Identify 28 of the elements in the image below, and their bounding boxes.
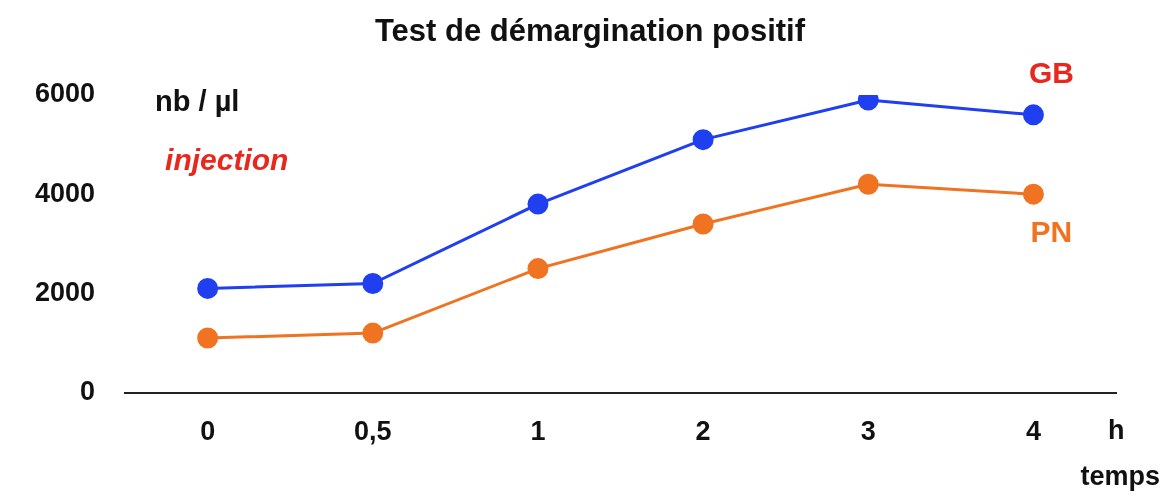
x-tick-label: 0,5 bbox=[354, 416, 392, 447]
point bbox=[197, 277, 219, 299]
y-tick-label: 4000 bbox=[34, 177, 96, 208]
point bbox=[527, 193, 549, 215]
point bbox=[1022, 104, 1044, 126]
x-tick-label: 3 bbox=[860, 416, 876, 447]
series-label: GB bbox=[1028, 56, 1074, 90]
point bbox=[1022, 183, 1044, 205]
y-tick-label: 6000 bbox=[34, 78, 96, 109]
y-tick-label: 0 bbox=[80, 376, 96, 407]
annotation: injection bbox=[165, 143, 289, 177]
point bbox=[857, 173, 879, 195]
x-axis-title: temps bbox=[1080, 461, 1160, 492]
x-tick-label: 4 bbox=[1025, 416, 1041, 447]
point bbox=[197, 327, 219, 349]
point bbox=[527, 258, 549, 280]
text: h bbox=[1108, 415, 1125, 446]
series-label: PN bbox=[1030, 215, 1073, 249]
x-tick-label: 2 bbox=[695, 416, 711, 447]
y-axis-title: nb / µl bbox=[155, 85, 240, 117]
chart-title: Test de démargination positif bbox=[374, 12, 806, 48]
point bbox=[362, 272, 384, 294]
y-tick-label: 2000 bbox=[34, 276, 96, 307]
point bbox=[362, 322, 384, 344]
point bbox=[692, 213, 714, 235]
point bbox=[692, 129, 714, 151]
x-tick-label: 1 bbox=[530, 416, 546, 447]
x-tick-label: 0 bbox=[200, 416, 216, 447]
